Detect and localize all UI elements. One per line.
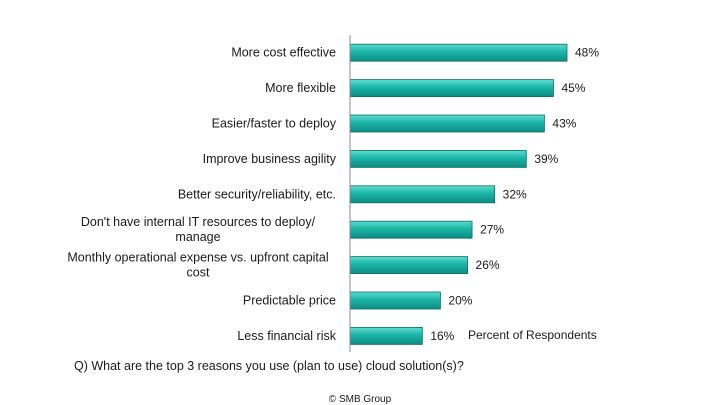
value-label-2: 45% [561,81,585,95]
category-label-6: Don't have internal IT resources to depl… [81,215,316,244]
value-label-7: 26% [476,258,500,272]
category-label-4: Improve business agility [203,152,337,166]
category-label-5: Better security/reliability, etc. [178,187,336,201]
bar-4 [349,149,527,168]
category-label-2: More flexible [265,81,336,95]
category-label-1: More cost effective [231,46,336,60]
value-label-8: 20% [448,294,472,308]
category-label-7: Monthly operational expense vs. upfront … [67,251,328,280]
value-label-1: 48% [575,46,599,60]
bar-6 [349,220,473,239]
value-label-9: 16% [430,329,454,343]
bar-9 [349,326,423,345]
survey-question: Q) What are the top 3 reasons you use (p… [74,359,464,373]
bar-7 [349,256,468,275]
category-label-8: Predictable price [243,294,336,308]
value-label-5: 32% [503,187,527,201]
bar-2 [349,79,554,97]
value-label-4: 39% [534,152,558,166]
bar-1 [349,43,568,62]
bar-5 [349,185,496,204]
bar-3 [349,114,545,133]
value-label-3: 43% [552,117,576,131]
copyright-note: © SMB Group [328,394,392,405]
x-axis-label: Percent of Respondents [468,328,597,342]
value-label-6: 27% [480,223,504,237]
category-label-3: Easier/faster to deploy [212,117,337,131]
bar-8 [349,291,441,310]
category-label-9: Less financial risk [237,329,336,343]
